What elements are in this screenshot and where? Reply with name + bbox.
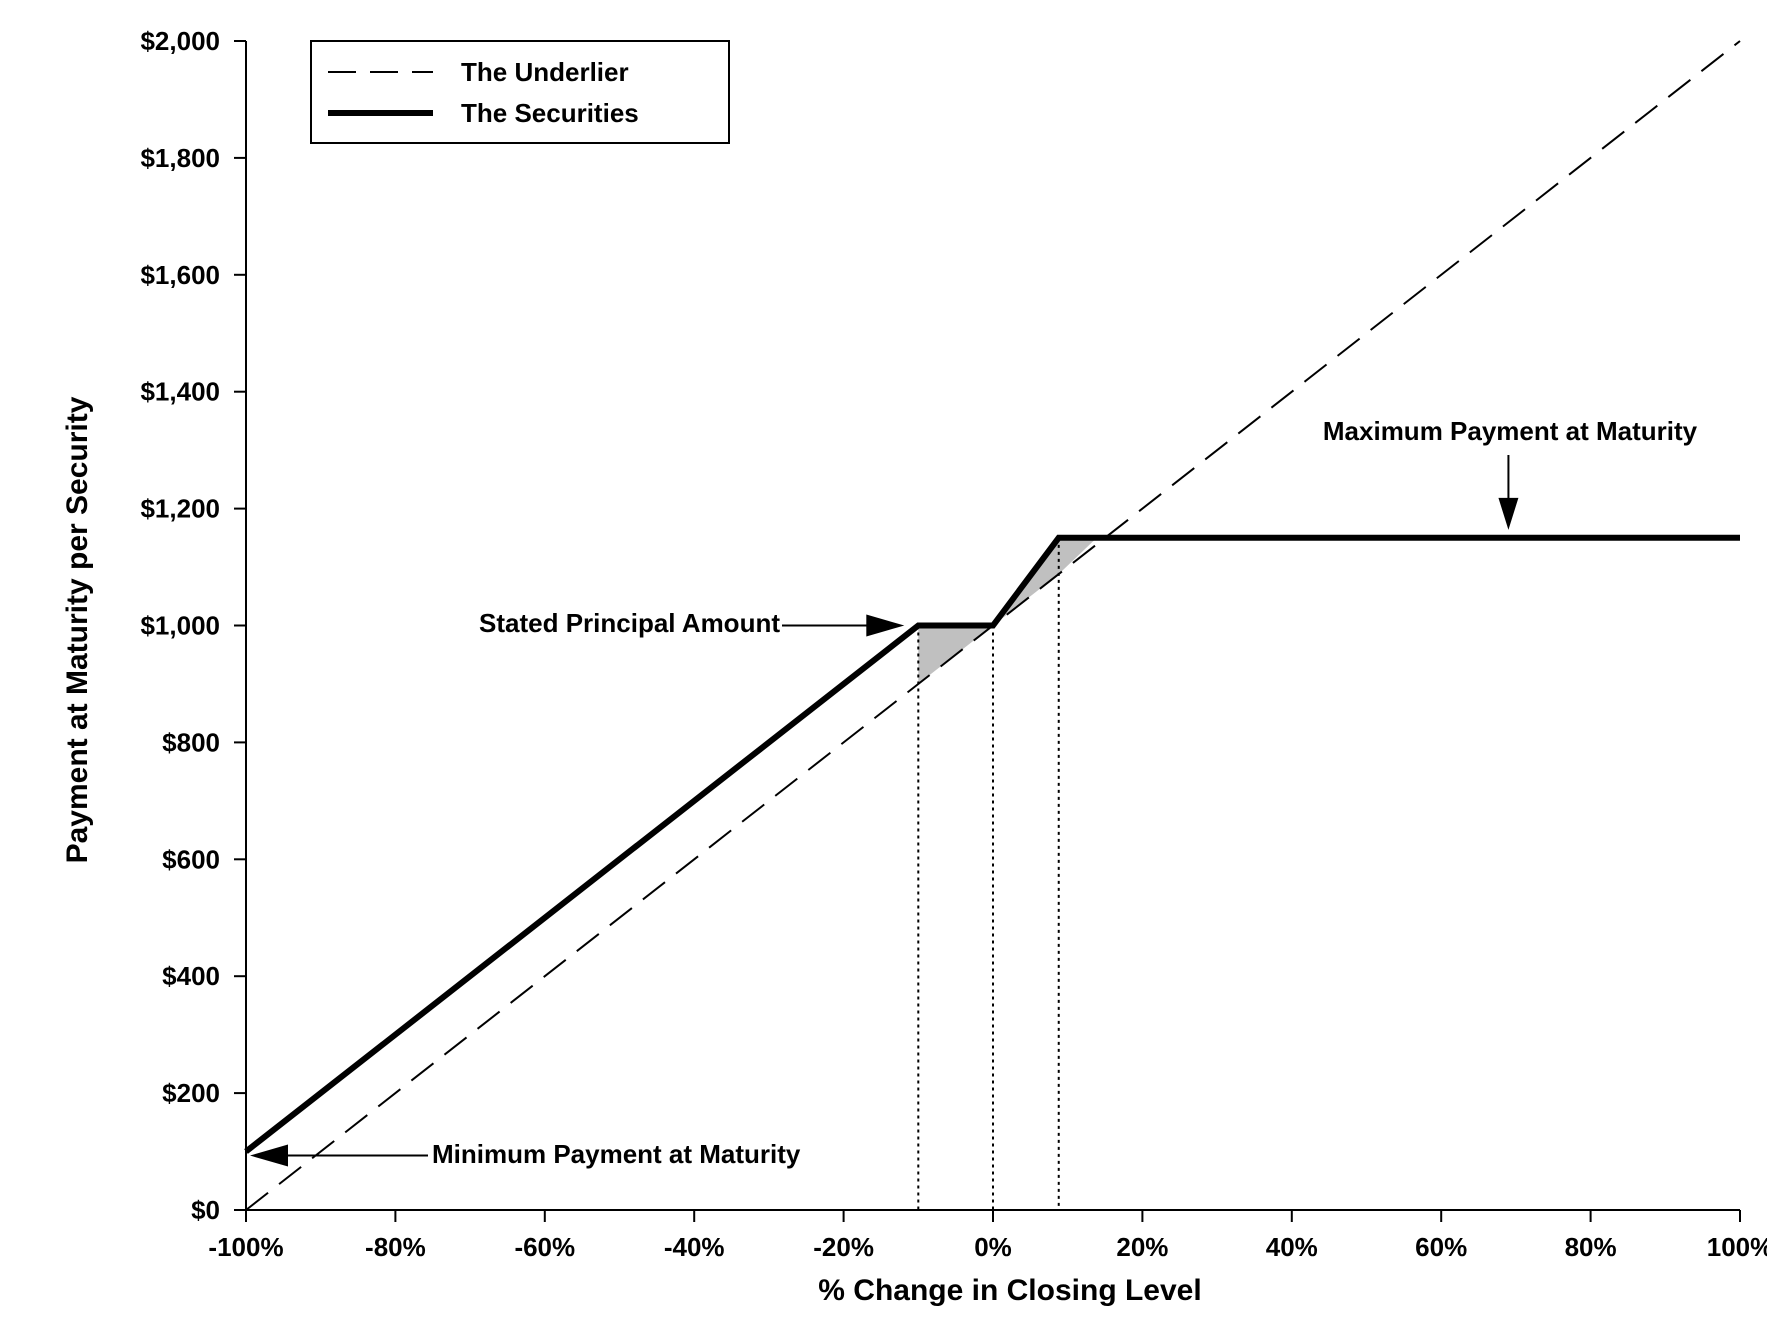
annotation-max-payment: Maximum Payment at Maturity (1323, 416, 1698, 446)
reference-lines (917, 537, 1060, 1210)
y-tick-label: $800 (162, 727, 220, 757)
legend-box (310, 40, 730, 144)
x-tick-label: 80% (1565, 1232, 1617, 1262)
y-tick-label: $1,800 (140, 143, 220, 173)
shaded-region (993, 537, 1097, 626)
y-tick-label: $200 (162, 1078, 220, 1108)
y-tick-label: $1,600 (140, 260, 220, 290)
y-axis-title: Payment at Maturity per Security (61, 396, 94, 863)
series-line-securities (244, 534, 1740, 1154)
x-tick-label: -20% (813, 1232, 874, 1262)
y-tick-label: $1,400 (140, 377, 220, 407)
arrow-head-stated-principal (866, 614, 905, 637)
legend: The Underlier The Securities (310, 40, 730, 144)
y-tick-label: $0 (191, 1195, 220, 1225)
annotation-min-payment: Minimum Payment at Maturity (432, 1139, 801, 1169)
x-tick-label: -100% (208, 1232, 283, 1262)
x-tick-label: 60% (1415, 1232, 1467, 1262)
y-tick-label: $400 (162, 961, 220, 991)
annotations: Maximum Payment at Maturity Stated Princ… (250, 416, 1698, 1169)
y-ticks: $0 $200 $400 $600 $800 $1,000 $1,200 $1,400 $1,6… (140, 26, 246, 1225)
y-tick-label: $600 (162, 844, 220, 874)
series-lines (244, 40, 1741, 1211)
x-tick-label: -60% (514, 1232, 575, 1262)
legend-label-securities: The Securities (461, 98, 639, 128)
x-ticks: -100% -80% -60% -40% -20% 0% 20% 40% 60% 80% 100% (208, 1210, 1767, 1262)
arrow-head-min-payment (250, 1144, 288, 1167)
x-tick-label: 0% (974, 1232, 1012, 1262)
arrow-head-max-payment (1498, 497, 1519, 530)
x-axis-title: % Change in Closing Level (818, 1274, 1201, 1307)
x-tick-label: 40% (1266, 1232, 1318, 1262)
x-tick-label: 20% (1116, 1232, 1168, 1262)
y-tick-label: $1,000 (140, 611, 220, 641)
y-tick-label: $1,200 (140, 494, 220, 524)
legend-label-underlier: The Underlier (461, 57, 629, 87)
x-tick-label: -40% (664, 1232, 725, 1262)
x-tick-label: -80% (365, 1232, 426, 1262)
x-tick-label: 100% (1707, 1232, 1767, 1262)
y-tick-label: $2,000 (140, 26, 220, 56)
annotation-stated-principal: Stated Principal Amount (479, 608, 780, 638)
